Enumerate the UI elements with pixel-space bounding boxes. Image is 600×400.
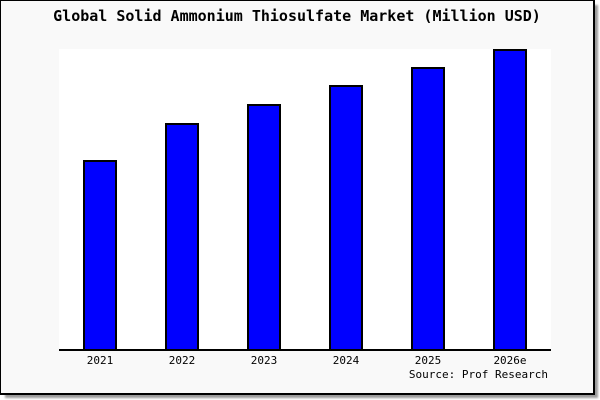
source-credit: Source: Prof Research xyxy=(408,368,548,381)
bar-2021 xyxy=(83,160,117,349)
x-axis-label-2024: 2024 xyxy=(332,354,360,367)
x-axis-label-2023: 2023 xyxy=(250,354,278,367)
x-axis-label-2021: 2021 xyxy=(86,354,114,367)
bar-2025 xyxy=(411,67,445,349)
x-axis-label-2022: 2022 xyxy=(168,354,196,367)
x-axis-label-2025: 2025 xyxy=(414,354,442,367)
bar-2022 xyxy=(165,123,199,349)
x-axis-label-2026e: 2026e xyxy=(493,354,527,367)
plot-area xyxy=(59,49,551,351)
bar-2024 xyxy=(329,85,363,349)
chart-title: Global Solid Ammonium Thiosulfate Market… xyxy=(53,7,541,25)
bar-2026e xyxy=(493,49,527,349)
bar-2023 xyxy=(247,104,281,349)
chart-frame: Global Solid Ammonium Thiosulfate Market… xyxy=(0,0,595,395)
x-axis-labels: 2021 2022 2023 2024 2025 2026e xyxy=(1,354,593,368)
